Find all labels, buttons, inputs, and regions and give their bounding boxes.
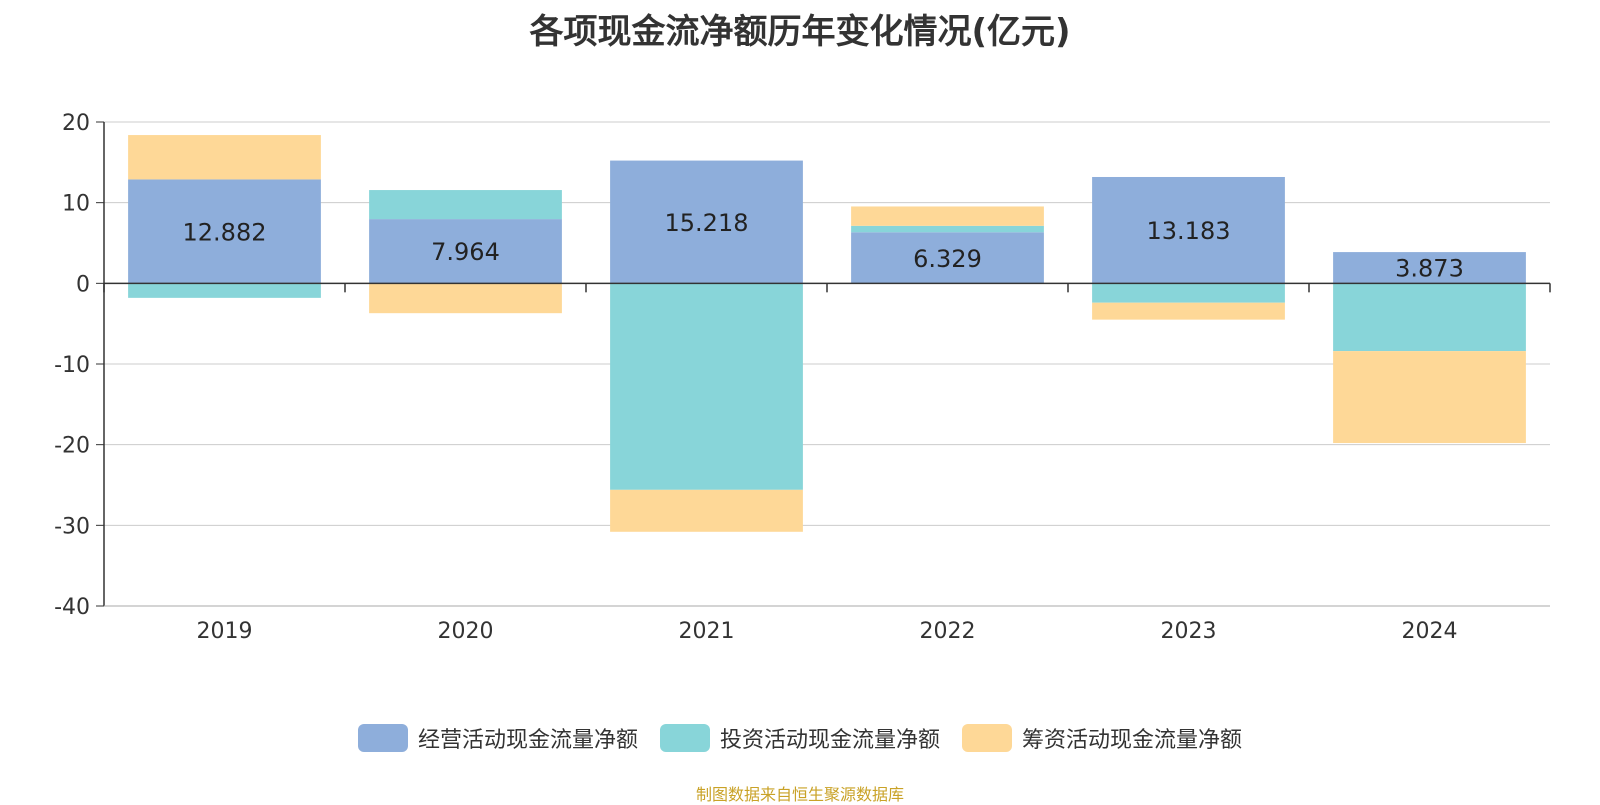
legend-swatch: [357, 724, 408, 752]
legend-item[interactable]: 经营活动现金流量净额: [357, 722, 638, 754]
y-tick-label: -40: [54, 595, 90, 620]
data-label: 15.218: [665, 209, 749, 237]
bar-2024-series-0: [1333, 252, 1526, 284]
source-note: 制图数据来自恒生聚源数据库: [695, 785, 904, 804]
bar-2020-series-1: [369, 190, 562, 220]
bar-2023-series-2: [1092, 302, 1285, 320]
y-tick-label: -10: [54, 353, 90, 378]
bar-2019-series-1: [128, 283, 321, 298]
y-tick-label: -30: [54, 514, 90, 539]
x-tick-label: 2024: [1402, 619, 1458, 644]
legend-label: 投资活动现金流量净额: [719, 728, 940, 753]
bar-2019-series-2: [128, 135, 321, 180]
bar-2024-series-2: [1333, 351, 1526, 444]
legend-label: 经营活动现金流量净额: [417, 728, 638, 753]
legend-item[interactable]: 投资活动现金流量净额: [659, 722, 940, 754]
bar-2020-series-0: [369, 219, 562, 284]
bar-2019-series-0: [128, 179, 321, 284]
x-tick-label: 2021: [679, 619, 735, 644]
y-tick-label: 20: [62, 111, 90, 136]
data-label: 12.882: [183, 218, 267, 246]
bar-2022-series-1: [851, 225, 1044, 233]
y-tick-label: 0: [76, 272, 90, 297]
x-tick-label: 2022: [920, 619, 976, 644]
bar-2021-series-1: [610, 283, 803, 490]
bar-2023-series-1: [1092, 283, 1285, 303]
bar-2021-series-2: [610, 489, 803, 532]
y-tick-label: 10: [62, 192, 90, 217]
x-tick-label: 2023: [1161, 619, 1217, 644]
x-tick-label: 2020: [438, 619, 494, 644]
data-label: 13.183: [1147, 217, 1231, 245]
bar-2020-series-2: [369, 283, 562, 314]
data-label: 3.873: [1395, 255, 1464, 283]
legend-item[interactable]: 筹资活动现金流量净额: [962, 722, 1242, 754]
legend-swatch: [962, 724, 1012, 752]
data-label: 7.964: [431, 238, 500, 266]
legend-label: 筹资活动现金流量净额: [1022, 728, 1243, 753]
x-tick-label: 2019: [197, 619, 253, 644]
bar-2024-series-1: [1333, 283, 1526, 352]
bar-2021-series-0: [610, 160, 803, 284]
legend: 经营活动现金流量净额 投资活动现金流量净额 筹资活动现金流量净额: [0, 722, 1600, 754]
bar-2022-series-2: [851, 206, 1044, 226]
legend-swatch: [659, 724, 710, 752]
chart-title: 各项现金流净额历年变化情况(亿元): [529, 12, 1071, 52]
bar-2023-series-0: [1092, 176, 1285, 284]
bar-2022-series-0: [851, 232, 1044, 284]
y-tick-label: -20: [54, 434, 90, 459]
data-label: 6.329: [913, 245, 982, 273]
